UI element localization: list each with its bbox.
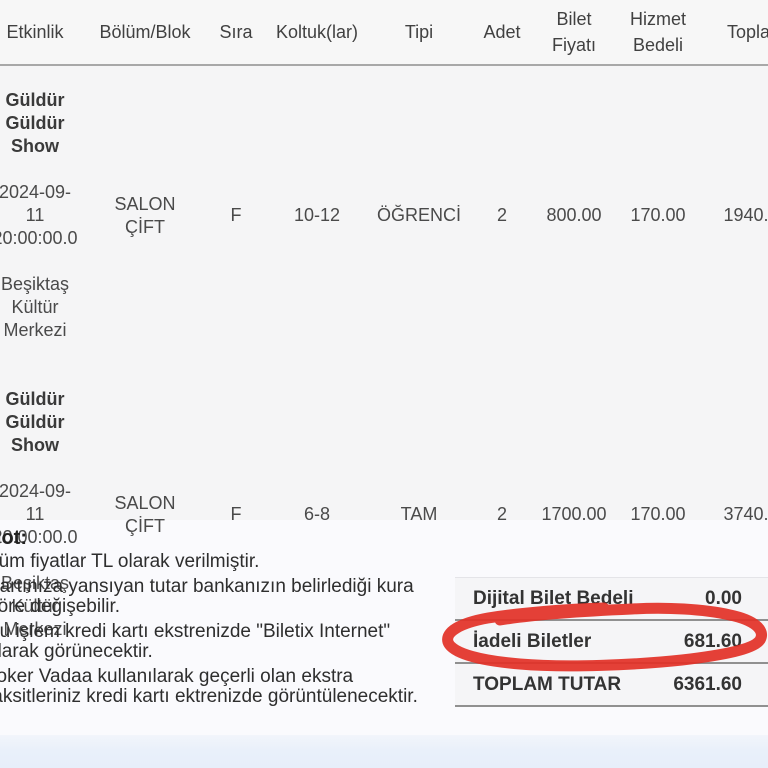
- section-block-cell: SALON ÇİFT: [114, 492, 176, 536]
- ticket-price-cell: 1700.00: [541, 504, 607, 524]
- tickets-table: Etkinlik Bölüm/Blok Sıra Koltuk(lar) Tip…: [0, 0, 768, 664]
- note-item: Tüm fiyatlar TL olarak verilmiştir.: [0, 551, 260, 572]
- event-name: Güldür Güldür Show: [5, 90, 65, 156]
- event-venue: Beşiktaş Kültür Merkezi: [0, 573, 70, 639]
- event-cell: Güldür Güldür Show 2024-09- 11 20:00:00.…: [0, 65, 85, 365]
- note-item: Bu işlem kredi kartı ekstrenizde "Bileti…: [0, 621, 391, 662]
- total-cell: 1940.00: [723, 205, 768, 225]
- seats-cell: 6-8: [303, 504, 330, 524]
- summary-label: TOPLAM TUTAR: [473, 673, 622, 695]
- row-cell: F: [230, 504, 242, 524]
- totals-box: Dijital Bilet Bedeli 0.00 İadeli Biletle…: [455, 577, 768, 707]
- event-datetime: 2024-09- 11 20:00:00.0: [0, 481, 78, 547]
- quantity-cell: 2: [496, 205, 507, 225]
- note-item: Joker Vadaa kullanılarak geçerli olan ek…: [0, 666, 418, 707]
- notes-title: Not:: [0, 527, 27, 549]
- service-fee-cell: 170.00: [630, 205, 686, 225]
- event-venue: Beşiktaş Kültür Merkezi: [0, 274, 70, 340]
- col-header-hizmet-bedeli: Hizmet Bedeli: [615, 0, 701, 66]
- ticket-type-cell: TAM: [400, 504, 438, 524]
- event-cell: Güldür Güldür Show 2024-09- 11 20:00:00.…: [0, 365, 85, 664]
- event-name: Güldür Güldür Show: [5, 389, 65, 455]
- ticket-price-cell: 800.00: [546, 205, 602, 225]
- summary-label: İadeli Biletler: [473, 630, 592, 652]
- ticket-type-cell: ÖĞRENCİ: [376, 205, 461, 225]
- col-header-bilet-fiyati: Bilet Fiyatı: [533, 0, 615, 66]
- bottom-bar: [0, 735, 768, 768]
- notes-section: Not: Tüm fiyatlar TL olarak verilmiştir.…: [0, 527, 587, 712]
- col-header-toplam: Toplam: [701, 0, 768, 66]
- note-item: Kartınıza yansıyan tutar bankanızın beli…: [0, 576, 414, 617]
- seats-cell: 10-12: [293, 205, 341, 225]
- col-header-bolum-blok: Bölüm/Blok: [85, 0, 205, 66]
- total-cell: 3740.00: [723, 504, 768, 524]
- red-circle-annotation: [442, 602, 767, 672]
- summary-value: 6361.60: [673, 673, 742, 695]
- service-fee-cell: 170.00: [630, 504, 686, 524]
- col-header-koltuklar: Koltuk(lar): [267, 0, 367, 66]
- summary-value: 681.60: [683, 630, 742, 652]
- quantity-cell: 2: [496, 504, 507, 524]
- section-block-cell: SALON ÇİFT: [114, 193, 176, 237]
- event-datetime: 2024-09- 11 20:00:00.0: [0, 182, 78, 248]
- table-header-row: Etkinlik Bölüm/Blok Sıra Koltuk(lar) Tip…: [0, 0, 768, 66]
- col-header-etkinlik: Etkinlik: [0, 0, 85, 66]
- summary-row-grand-total: TOPLAM TUTAR 6361.60: [455, 664, 768, 707]
- ticket-row: Güldür Güldür Show 2024-09- 11 20:00:00.…: [0, 365, 768, 664]
- col-header-adet: Adet: [471, 0, 533, 66]
- row-cell: F: [230, 205, 242, 225]
- col-header-sira: Sıra: [205, 0, 267, 66]
- ticket-row: Güldür Güldür Show 2024-09- 11 20:00:00.…: [0, 65, 768, 365]
- col-header-tipi: Tipi: [367, 0, 471, 66]
- summary-value: 0.00: [705, 587, 742, 609]
